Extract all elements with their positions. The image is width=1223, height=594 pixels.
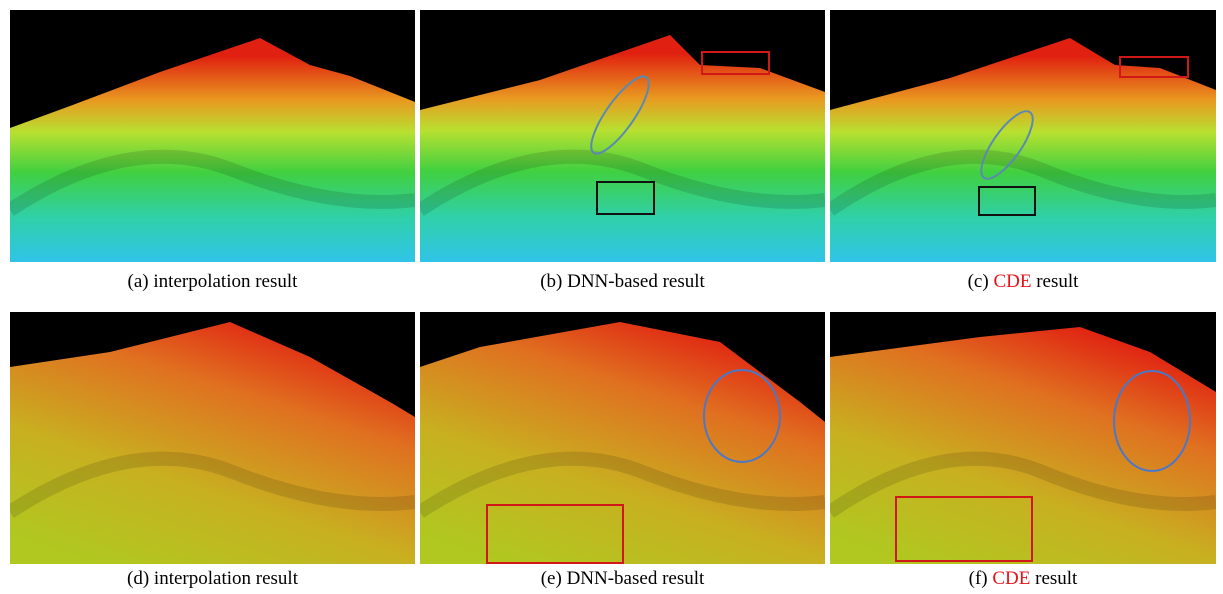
caption-text: DNN-based result	[567, 271, 705, 292]
caption: (a) interpolation result	[10, 271, 415, 293]
caption-label: (c)	[968, 271, 989, 292]
caption-label: (b)	[540, 271, 562, 292]
figure: (a) interpolation result (b) DNN-based r…	[0, 0, 1223, 594]
caption-label: (f)	[969, 568, 988, 589]
terrain-image	[420, 312, 825, 564]
caption: (d) interpolation result	[10, 568, 415, 590]
terrain-image	[10, 312, 415, 564]
caption: (c) CDE result	[830, 271, 1216, 293]
terrain-image	[830, 312, 1216, 564]
caption-text: interpolation result	[153, 271, 297, 292]
terrain-image	[830, 10, 1216, 262]
terrain	[830, 327, 1216, 564]
caption: (e) DNN-based result	[420, 568, 825, 590]
caption-text: DNN-based result	[567, 568, 705, 589]
caption: (f) CDE result	[830, 568, 1216, 590]
caption: (b) DNN-based result	[420, 271, 825, 293]
caption-text: result	[1035, 568, 1077, 589]
terrain-image	[420, 10, 825, 262]
caption-label: (e)	[541, 568, 562, 589]
caption-label: (a)	[128, 271, 149, 292]
caption-text: result	[1036, 271, 1078, 292]
caption-label: (d)	[127, 568, 149, 589]
method-name: CDE	[993, 271, 1031, 292]
caption-text: interpolation result	[154, 568, 298, 589]
method-name: CDE	[992, 568, 1030, 589]
terrain-image	[10, 10, 415, 262]
